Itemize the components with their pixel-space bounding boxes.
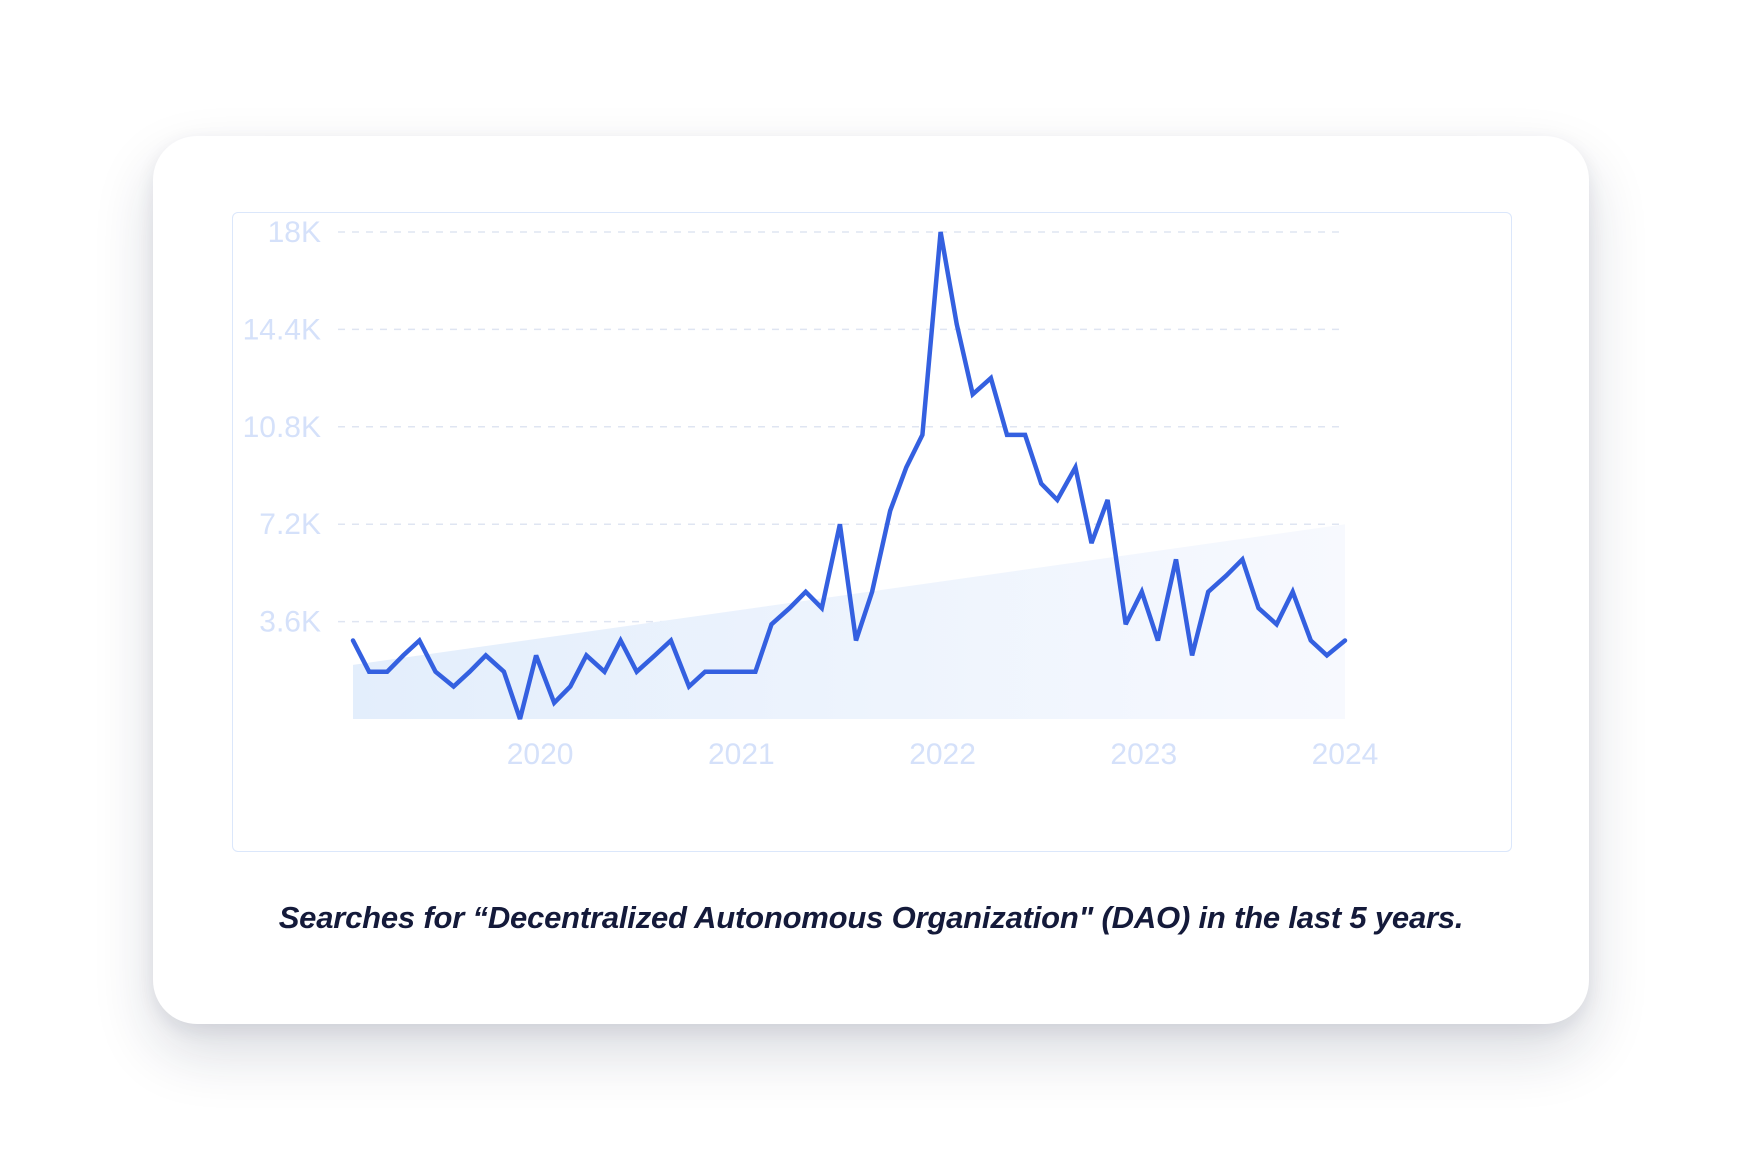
y-tick-label: 3.6K (259, 606, 321, 639)
x-tick-label: 2024 (1312, 738, 1379, 771)
y-axis: 3.6K 7.2K 10.8K 14.4K 18K (243, 216, 321, 639)
x-tick-label: 2023 (1110, 738, 1177, 771)
x-tick-label: 2021 (708, 738, 775, 771)
trend-area (353, 524, 1345, 719)
trend-band (353, 524, 1345, 719)
y-tick-label: 14.4K (243, 313, 321, 346)
chart-card: 3.6K 7.2K 10.8K 14.4K 18K 2020 2021 2022 2023 20… (153, 136, 1589, 1024)
x-tick-label: 2022 (909, 738, 976, 771)
series-layer (350, 231, 1348, 720)
x-axis: 2020 2021 2022 2023 2024 (507, 738, 1379, 771)
chart-caption: Searches for “Decentralized Autonomous O… (278, 900, 1464, 935)
y-tick-label: 18K (268, 216, 321, 249)
series-line (350, 231, 1348, 720)
y-tick-label: 7.2K (259, 508, 321, 541)
chart-frame: 3.6K 7.2K 10.8K 14.4K 18K 2020 2021 2022 2023 20… (232, 212, 1512, 852)
x-tick-label: 2020 (507, 738, 574, 771)
y-tick-label: 10.8K (243, 411, 321, 444)
